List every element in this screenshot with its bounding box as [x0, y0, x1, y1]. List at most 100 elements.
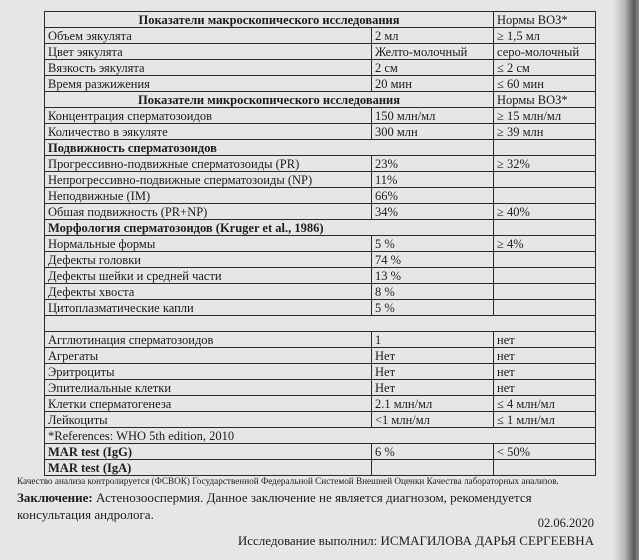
parameter-name: Агрегаты: [44, 347, 372, 364]
parameter-norm: серо-молочный: [493, 43, 596, 60]
quality-note: Качество анализа контролируется (ФСВОК) …: [17, 476, 559, 486]
parameter-norm: ≤ 2 см: [493, 59, 596, 76]
parameter-norm: нет: [493, 379, 596, 396]
parameter-value: 74 %: [371, 251, 494, 268]
parameter-value: 20 мин: [371, 75, 494, 92]
table-row: Обшая подвижность (PR+NP) 34% ≥ 40%: [44, 203, 596, 220]
table-row: Концентрация сперматозоидов 150 млн/мл ≥ 1…: [44, 107, 596, 124]
parameter-norm: [493, 187, 596, 204]
parameter-norm: ≤ 4 млн/мл: [493, 395, 596, 412]
section-title: Показатели микроскопического исследовани…: [44, 91, 494, 108]
conclusion-label: Заключение:: [17, 490, 93, 505]
section-title: Морфология сперматозоидов (Kruger et al.…: [44, 219, 494, 236]
parameter-norm: ≥ 32%: [493, 155, 596, 172]
parameter-name: Клетки сперматогенеза: [44, 395, 372, 412]
norms-header: Нормы ВОЗ*: [493, 91, 596, 108]
blank-row: [44, 315, 596, 332]
parameter-value: 66%: [371, 187, 494, 204]
norms-header: [493, 219, 596, 236]
parameter-norm: нет: [493, 347, 596, 364]
table-row: Клетки сперматогенеза 2.1 млн/мл ≤ 4 млн/м…: [44, 395, 596, 412]
parameter-name: Непрогрессивно-подвижные сперматозоиды (…: [44, 171, 372, 188]
parameter-value: 2.1 млн/мл: [371, 395, 494, 412]
parameter-value: 6 %: [371, 443, 494, 460]
parameter-value: Нет: [371, 347, 494, 364]
parameter-norm: [493, 267, 596, 284]
parameter-norm: ≥ 39 млн: [493, 123, 596, 140]
section-header: Показатели микроскопического исследовани…: [44, 91, 596, 108]
parameter-name: Дефекты головки: [44, 251, 372, 268]
parameter-value: Нет: [371, 363, 494, 380]
parameter-norm: [493, 299, 596, 316]
parameter-value: 2 мл: [371, 27, 494, 44]
parameter-value: 8 %: [371, 283, 494, 300]
table-row: Неподвижные (IM) 66%: [44, 187, 596, 204]
parameter-name: Неподвижные (IM): [44, 187, 372, 204]
parameter-name: Время разжижения: [44, 75, 372, 92]
table-row: Непрогрессивно-подвижные сперматозоиды (…: [44, 171, 596, 188]
parameter-value: 34%: [371, 203, 494, 220]
parameter-norm: ≤ 1 млн/мл: [493, 411, 596, 428]
norms-header: [493, 139, 596, 156]
table-row: Лейкоциты <1 млн/мл ≤ 1 млн/мл: [44, 411, 596, 428]
report-date: 02.06.2020: [537, 516, 594, 530]
parameter-norm: нет: [493, 363, 596, 380]
section-title: Подвижность сперматозоидов: [44, 139, 494, 156]
parameter-name: MAR test (IgG): [44, 443, 372, 460]
parameter-name: Эпителиальные клетки: [44, 379, 372, 396]
parameter-norm: [493, 171, 596, 188]
paper-shadow-edge: [613, 0, 639, 560]
parameter-norm: ≥ 1,5 мл: [493, 27, 596, 44]
parameter-value: 13 %: [371, 267, 494, 284]
table-row: Цитоплазматические капли 5 %: [44, 299, 596, 316]
parameter-norm: < 50%: [493, 443, 596, 460]
parameter-norm: [493, 283, 596, 300]
parameter-value: 1: [371, 331, 494, 348]
parameter-name: Концентрация сперматозоидов: [44, 107, 372, 124]
parameter-name: Агглютинация сперматозоидов: [44, 331, 372, 348]
conclusion: Заключение: Астенозооспермия. Данное зак…: [17, 489, 577, 523]
parameter-norm: ≤ 60 мин: [493, 75, 596, 92]
table-row: Цвет эякулята Желто-молочный серо-молочный: [44, 43, 596, 60]
table-row: Объем эякулята 2 мл ≥ 1,5 мл: [44, 27, 596, 44]
blank-cell: [44, 315, 596, 332]
table-row: MAR test (IgG) 6 % < 50%: [44, 443, 596, 460]
section-header: Морфология сперматозоидов (Kruger et al.…: [44, 219, 596, 236]
parameter-name: Дефекты хвоста: [44, 283, 372, 300]
parameter-name: Обшая подвижность (PR+NP): [44, 203, 372, 220]
parameter-name: Прогрессивно-подвижные сперматозоиды (PR…: [44, 155, 372, 172]
conclusion-text: Астенозооспермия. Данное заключение не я…: [17, 490, 532, 522]
results-table: Показатели макроскопического исследовани…: [44, 11, 596, 476]
parameter-value: 300 млн: [371, 123, 494, 140]
parameter-value: Нет: [371, 379, 494, 396]
table-row: Эритроциты Нет нет: [44, 363, 596, 380]
parameter-name: Цитоплазматические капли: [44, 299, 372, 316]
table-row: Эпителиальные клетки Нет нет: [44, 379, 596, 396]
section-header: Подвижность сперматозоидов: [44, 139, 596, 156]
parameter-norm: ≥ 40%: [493, 203, 596, 220]
parameter-norm: нет: [493, 331, 596, 348]
table-row: Агглютинация сперматозоидов 1 нет: [44, 331, 596, 348]
parameter-name: MAR test (IgA): [44, 459, 372, 476]
parameter-value: 5 %: [371, 235, 494, 252]
table-row: Вязкость эякулята 2 см ≤ 2 см: [44, 59, 596, 76]
parameter-value: <1 млн/мл: [371, 411, 494, 428]
parameter-norm: [493, 251, 596, 268]
parameter-name: Эритроциты: [44, 363, 372, 380]
norms-header: Нормы ВОЗ*: [493, 11, 596, 28]
table-row: Дефекты головки 74 %: [44, 251, 596, 268]
parameter-value: 23%: [371, 155, 494, 172]
performed-by: Исследование выполнил: ИСМАГИЛОВА ДАРЬЯ …: [237, 533, 594, 548]
parameter-name: Вязкость эякулята: [44, 59, 372, 76]
table-row: Дефекты хвоста 8 %: [44, 283, 596, 300]
parameter-norm: [493, 459, 596, 476]
references-row: *References: WHO 5th edition, 2010: [44, 427, 596, 444]
parameter-value: [371, 459, 494, 476]
table-row: Время разжижения 20 мин ≤ 60 мин: [44, 75, 596, 92]
parameter-value: 11%: [371, 171, 494, 188]
parameter-name: Дефекты шейки и средней части: [44, 267, 372, 284]
parameter-name: Объем эякулята: [44, 27, 372, 44]
table-row: Нормальные формы 5 % ≥ 4%: [44, 235, 596, 252]
parameter-name: Лейкоциты: [44, 411, 372, 428]
parameter-value: Желто-молочный: [371, 43, 494, 60]
